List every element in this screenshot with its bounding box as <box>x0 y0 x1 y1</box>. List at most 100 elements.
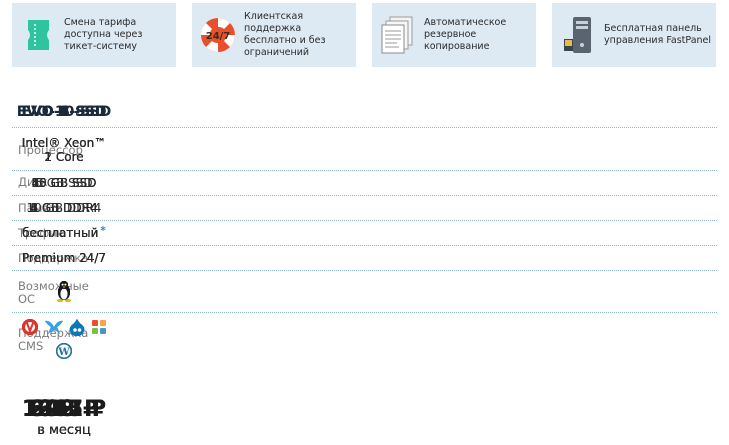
plan-price: 248 ₽ <box>29 397 99 422</box>
row-divider <box>12 170 717 171</box>
lifebuoy-icon: 24/7 <box>192 3 244 67</box>
cpu-cell: Intel® Xeon™ 1 Core <box>12 136 116 164</box>
plan-price: 1647 ₽ <box>21 397 107 422</box>
feature-backup: Автоматическое резервное копирование <box>372 3 536 67</box>
row-divider <box>12 312 717 313</box>
label-support: Поддержка <box>18 251 89 265</box>
cpu-cell: Intel® Xeon™ 1 Core <box>12 136 116 164</box>
cpu-model: Intel® Xeon™ <box>21 136 107 150</box>
cpu-cores: 2 Core <box>44 150 84 164</box>
cpu-cores: 1 Core <box>44 150 84 164</box>
traffic-footnote-marker[interactable]: * <box>100 224 106 237</box>
ram-cell: 10 GB DDR4 <box>26 201 102 215</box>
support-cell: Premium 24/7 <box>21 251 107 265</box>
cpu-cell: Intel® Xeon™ 1 Core <box>12 136 116 164</box>
ram-cell: 2 GB DDR4 <box>30 201 98 215</box>
os-cell <box>12 280 116 306</box>
cpu-cell: Intel® Xeon™ 2 Core <box>12 136 116 164</box>
feature-tariff-change: Смена тарифа доступна через тикет-систем… <box>12 3 176 67</box>
plans-table: Процессор Диск Память Трафик Поддержка В… <box>12 0 717 445</box>
traffic-cell: бесплатный * <box>12 224 116 241</box>
disk-cell: 5 GB SSD <box>35 176 93 190</box>
traffic-value: бесплатный <box>22 226 99 240</box>
traffic-value: бесплатный <box>22 226 99 240</box>
cpu-model: Intel® Xeon™ <box>21 136 107 150</box>
traffic-footnote-marker[interactable]: * <box>100 224 106 237</box>
cpu-model: Intel® Xeon™ <box>21 136 107 150</box>
cpu-cores: 1 Core <box>44 150 84 164</box>
documents-icon <box>372 3 424 67</box>
features-bar: Смена тарифа доступна через тикет-систем… <box>12 3 717 67</box>
disk-cell: 40 GB SSD <box>31 176 97 190</box>
support-cell: Premium 24/7 <box>21 251 107 265</box>
modx-icon <box>44 318 64 338</box>
traffic-cell: бесплатный * <box>12 224 116 241</box>
plan-name: EVO-10-SSD <box>16 104 112 120</box>
drupal-icon <box>69 318 85 338</box>
feature-text: Автоматическое резервное копирование <box>424 17 507 52</box>
plan-name: EVO-8-SSD <box>21 104 107 120</box>
traffic-cell: бесплатный * <box>12 224 116 241</box>
linux-penguin-icon <box>55 280 73 306</box>
row-divider <box>12 270 717 271</box>
plan-price: 1265 ₽ <box>21 397 107 422</box>
row-divider <box>12 127 717 128</box>
traffic-footnote-marker[interactable]: * <box>100 224 106 237</box>
badge-24-7: 24/7 <box>206 31 231 42</box>
svg-text:W: W <box>57 347 70 358</box>
ticket-icon <box>12 3 64 67</box>
ram-cell: 4 GB DDR4 <box>30 201 98 215</box>
cpu-model: Intel® Xeon™ <box>21 136 107 150</box>
label-os: Возможные ОС <box>18 279 89 306</box>
label-ram: Память <box>18 201 63 215</box>
plan-name: EVO-2-SSD <box>21 104 107 120</box>
traffic-value: бесплатный <box>22 226 99 240</box>
cpu-cores: 1 Core <box>44 150 84 164</box>
plan-name: EVO-4-SSD <box>21 104 107 120</box>
plan-price: 502 ₽ <box>29 397 99 422</box>
traffic-cell: бесплатный * <box>12 224 116 241</box>
support-cell: Premium 24/7 <box>21 251 107 265</box>
feature-text: Бесплатная панель управления FastPanel <box>604 23 712 46</box>
feature-fastpanel: Бесплатная панель управления FastPanel <box>552 3 716 67</box>
row-divider <box>12 245 717 246</box>
traffic-value: бесплатный <box>22 226 99 240</box>
row-divider <box>12 220 717 221</box>
support-cell: Premium 24/7 <box>21 251 107 265</box>
traffic-footnote-marker[interactable]: * <box>100 224 106 237</box>
cpu-model: Intel® Xeon™ <box>21 136 107 150</box>
plan-name: EVO-6-SSD <box>21 104 107 120</box>
ram-cell: 8 GB DDR4 <box>30 201 98 215</box>
feature-text: Клиентская поддержка бесплатно и без огр… <box>244 11 326 58</box>
plan-price-period: в месяц <box>37 423 91 438</box>
bitrix-icon <box>21 318 39 338</box>
feature-text: Смена тарифа доступна через тикет-систем… <box>64 17 143 52</box>
plan-price-period: в месяц <box>37 423 91 438</box>
plan-price: 1011 ₽ <box>21 397 107 422</box>
disk-cell: 50 GB SSD <box>31 176 97 190</box>
cms-cell: W <box>12 318 116 360</box>
plan-price-period: в месяц <box>37 423 91 438</box>
traffic-footnote-marker[interactable]: * <box>100 224 106 237</box>
disk-cell: 25 GB SSD <box>31 176 97 190</box>
traffic-footnote-marker[interactable]: * <box>100 224 106 237</box>
label-disk: Диск <box>18 175 48 189</box>
cpu-cores: 1 Core <box>44 150 84 164</box>
plan-price: 693 ₽ <box>29 397 99 422</box>
disk-cell: 65 GB SSD <box>31 176 97 190</box>
traffic-cell: бесплатный * <box>12 224 116 241</box>
ram-cell: 6 GB DDR4 <box>30 201 98 215</box>
label-traffic: Трафик <box>18 226 64 240</box>
ram-cell: 1 GB DDR4 <box>30 201 98 215</box>
row-divider <box>12 195 717 196</box>
support-cell: Premium 24/7 <box>21 251 107 265</box>
joomla-icon <box>90 318 108 338</box>
support-cell: Premium 24/7 <box>21 251 107 265</box>
cpu-model: Intel® Xeon™ <box>21 136 107 150</box>
traffic-cell: бесплатный * <box>12 224 116 241</box>
feature-support: 24/7 Клиентская поддержка бесплатно и бе… <box>192 3 356 67</box>
traffic-value: бесплатный <box>22 226 99 240</box>
cpu-cores: 2 Core <box>44 150 84 164</box>
cpu-cell: Intel® Xeon™ 1 Core <box>12 136 116 164</box>
traffic-value: бесплатный <box>22 226 99 240</box>
